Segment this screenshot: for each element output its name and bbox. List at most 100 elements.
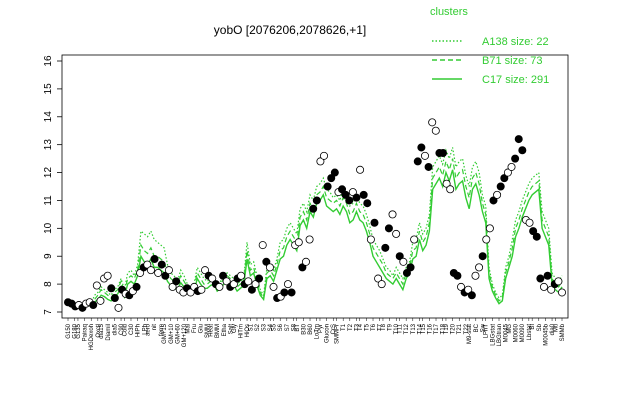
x-tick-label: S7 — [285, 323, 291, 331]
y-tick-label: 10 — [43, 222, 54, 234]
y-tick-label: 15 — [43, 83, 54, 95]
x-tick-label: S2 — [255, 323, 261, 331]
x-tick-label: T2 — [348, 323, 354, 331]
x-tick-label: GM+15 — [162, 323, 168, 344]
data-point — [377, 280, 386, 289]
data-point — [316, 157, 325, 166]
data-point — [172, 277, 181, 286]
x-tick-label: CrS — [331, 324, 337, 334]
x-tick-label: T18 — [441, 323, 447, 334]
data-point — [110, 294, 119, 303]
data-point — [399, 257, 408, 266]
data-point — [525, 218, 534, 227]
x-tick-label: T22 — [464, 323, 470, 334]
data-point — [309, 204, 318, 213]
x-tick-label: Glu — [199, 324, 205, 333]
x-tick-label: LBGstat — [490, 324, 496, 346]
data-point — [348, 188, 357, 197]
data-point — [168, 282, 177, 291]
data-point — [237, 271, 246, 280]
x-tick-label: S3 — [262, 323, 268, 331]
data-point — [511, 154, 520, 163]
data-point — [251, 280, 260, 289]
data-point — [197, 285, 206, 294]
data-point — [374, 274, 383, 283]
x-tick-label: dia15 — [99, 323, 105, 338]
x-tick-label: SMMPr — [335, 324, 341, 344]
data-point — [424, 162, 433, 171]
x-tick-label: M0060 — [514, 323, 520, 342]
data-point — [341, 190, 350, 199]
x-tick-label: S5 — [272, 323, 278, 331]
x-tick-label: T4 — [358, 323, 364, 331]
data-point — [157, 260, 166, 269]
x-tick-label: S6 — [278, 323, 284, 331]
plot-frame — [61, 54, 569, 319]
x-tick-label: G135 — [76, 323, 82, 338]
x-tick-label: HGDexoh — [89, 324, 95, 350]
data-point — [543, 271, 552, 280]
data-point — [493, 190, 502, 199]
x-tick-label: HiPh — [136, 324, 142, 337]
y-tick-label: 7 — [43, 309, 54, 315]
x-tick-label: MG — [507, 324, 513, 334]
x-tick-label: T1 — [341, 323, 347, 331]
data-point — [215, 282, 224, 291]
data-point — [330, 168, 339, 177]
x-tick-label: B30 — [301, 323, 307, 334]
data-point — [244, 277, 253, 286]
data-point — [366, 235, 375, 244]
x-tick-label: B60 — [308, 323, 314, 334]
y-tick-label: 9 — [43, 253, 54, 259]
data-point — [417, 143, 426, 152]
data-point — [287, 288, 296, 297]
data-point — [255, 274, 264, 283]
data-point — [161, 271, 170, 280]
data-point — [467, 291, 476, 300]
data-point — [514, 135, 523, 144]
x-tick-label: GM+10 — [169, 323, 175, 344]
data-point — [247, 285, 256, 294]
data-point — [219, 271, 228, 280]
legend-entry: A138 size: 22 — [482, 36, 549, 48]
legend-entry: C17 size: 291 — [482, 74, 549, 86]
data-point — [150, 255, 159, 264]
legend-title: clusters — [430, 6, 468, 18]
x-tick-label: S4 — [268, 323, 274, 331]
x-tick-label: BC — [474, 323, 480, 332]
data-point — [92, 281, 101, 290]
x-tick-label: G180 — [73, 323, 79, 338]
x-tick-label: Pyr — [318, 324, 324, 333]
data-point — [384, 224, 393, 233]
x-tick-label: T12 — [404, 323, 410, 334]
chart-title: yobO [2076206,2078626,+1] — [214, 23, 366, 37]
x-tick-label: M0045 — [504, 323, 510, 342]
x-tick-label: T19 — [444, 323, 450, 334]
x-tick-label: T9 — [388, 323, 394, 331]
x-tick-label: T14 — [417, 323, 423, 334]
x-tick-label: BT — [295, 324, 301, 332]
x-tick-label: Glucon — [325, 324, 331, 343]
x-tick-label: Sw — [480, 323, 486, 332]
data-point — [536, 274, 545, 283]
data-point — [457, 282, 466, 291]
data-point — [428, 118, 437, 127]
x-tick-label: LPhT — [484, 324, 490, 339]
x-tick-label: Lbstat — [527, 324, 533, 341]
x-tick-label: SMM — [205, 324, 211, 338]
y-tick-label: 8 — [43, 281, 54, 287]
x-tick-label: ferm — [159, 324, 165, 336]
x-tick-label: G150 — [66, 323, 72, 338]
data-point — [323, 182, 332, 191]
data-point — [381, 243, 390, 252]
data-point — [539, 282, 548, 291]
legend: clusters A138 size: 22 B71 size: 73 C17 siz… — [430, 6, 549, 86]
data-point — [294, 238, 303, 247]
data-point — [229, 280, 238, 289]
data-point — [258, 241, 267, 250]
x-tick-label: Diamil — [106, 324, 112, 341]
data-point — [345, 196, 354, 205]
x-tick-label: T8 — [381, 323, 387, 331]
x-tick-label: Salt — [228, 324, 234, 335]
data-point — [431, 126, 440, 135]
